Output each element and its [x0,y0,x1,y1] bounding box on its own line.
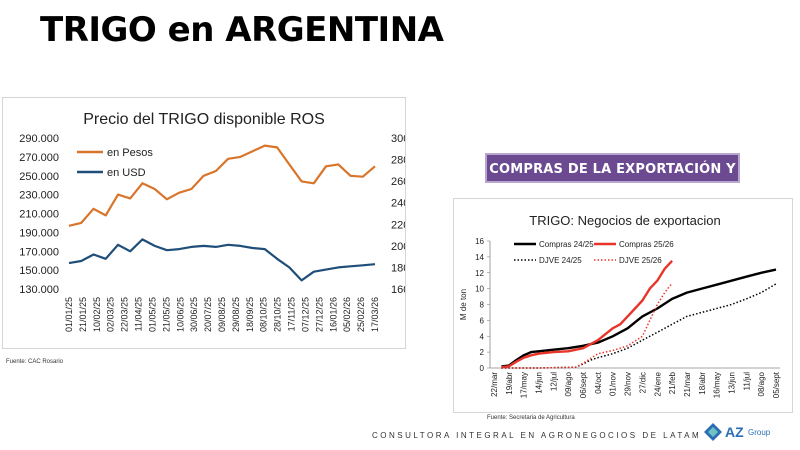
y-left-tick-label: 290.000 [19,133,59,145]
x-tick-label: 21/feb [668,371,677,394]
y-left-tick-label: 210.000 [19,209,59,221]
logo-text: AZ [725,424,744,440]
legend-label: Compras 25/26 [619,240,674,249]
x-tick-label: 09/ago [564,371,573,396]
x-tick-label: 10/02/25 [92,297,102,332]
y-left-tick-label: 230.000 [19,190,59,202]
y-tick-label: 2 [480,348,485,357]
series-line-en-pesos [68,144,376,227]
x-tick-label: 18/09/25 [245,297,255,332]
az-logo-icon [704,423,722,441]
x-tick-label: 16/may [713,372,722,398]
exports-chart-source: Fuente: Secretaria de Agricultura [487,415,575,421]
x-tick-label: 22/mar [490,372,499,397]
price-chart: Precio del TRIGO disponible ROS 290.000 27… [19,111,405,332]
x-tick-label: 11/04/25 [134,297,144,331]
exports-chart-panel: TRIGO: Negocios de exportacion 16 14 12 10 8 6… [453,198,793,413]
y-left-tick-label: 250.000 [19,171,59,183]
x-tick-label: 17/may [520,372,529,398]
x-tick-label: 27/12/25 [314,297,324,332]
price-chart-source: Fuente: CAC Rosario [6,359,64,365]
x-tick-label: 17/03/26 [370,297,380,332]
y-right-tick-label: 260 [391,176,405,188]
y-right-tick-label: 160 [391,284,405,296]
legend-label: en Pesos [107,147,153,159]
x-tick-label: 05/02/26 [342,297,352,332]
legend-label: Compras 24/25 [539,240,594,249]
y-axis-label: M de ton [459,289,468,320]
x-tick-label: 24/ene [653,371,662,396]
series-line-compras-24-25 [501,268,777,368]
footer-text: CONSULTORA INTEGRAL EN AGRONEGOCIOS DE L… [372,431,702,440]
series-line-djve-24-25 [501,283,777,369]
y-left-tick-label: 150.000 [19,265,59,277]
series-line-compras-25-26 [501,259,673,369]
x-tick-label: 01/01/25 [64,297,74,332]
x-tick-label: 11/jul [742,372,751,391]
y-left-tick-label: 190.000 [19,227,59,239]
x-tick-label: 25/02/26 [356,297,366,332]
exports-banner: COMPRAS DE LA EXPORTACIÓN Y DJVE [485,153,740,207]
page-title: TRIGO en ARGENTINA [40,10,444,50]
y-left-tick-label: 170.000 [19,246,59,258]
x-tick-label: 28/10/25 [273,297,283,332]
x-tick-label: 29/nov [624,372,633,396]
y-right-tick-label: 280 [391,155,405,167]
x-tick-label: 01/nov [609,372,618,396]
x-tick-label: 01/05/25 [147,297,157,332]
y-tick-label: 16 [475,237,484,246]
x-tick-label: 22/03/25 [120,297,130,332]
series-line-djve-25-26 [501,282,673,369]
x-tick-label: 02/03/25 [106,297,116,332]
x-tick-label: 07/12/25 [300,297,310,332]
x-tick-label: 13/jun [727,372,736,394]
x-tick-label: 21/mar [683,372,692,397]
y-tick-label: 10 [475,285,484,294]
x-tick-label: 05/sept [772,371,781,398]
x-tick-label: 08/10/25 [259,297,269,332]
x-tick-label: 08/ago [757,371,766,396]
y-tick-label: 0 [480,364,485,373]
x-tick-label: 06/sept [579,371,588,398]
x-tick-label: 16/01/26 [328,297,338,332]
chart-title: TRIGO: Negocios de exportacion [529,213,720,228]
x-tick-label: 19/abr [505,372,514,395]
y-right-tick-label: 180 [391,262,405,274]
exports-chart: TRIGO: Negocios de exportacion 16 14 12 10 8 6… [459,213,781,398]
x-tick-label: 17/11/25 [287,297,297,331]
x-tick-label: 14/jun [535,372,544,394]
y-left-tick-label: 130.000 [19,284,59,296]
x-tick-label: 21/01/25 [78,297,88,332]
x-tick-label: 29/08/25 [231,297,241,332]
x-tick-label: 21/05/25 [161,297,171,332]
y-tick-label: 8 [480,301,485,310]
y-right-tick-label: 300 [391,133,405,145]
x-tick-label: 04/oct [594,371,603,394]
chart-title: Precio del TRIGO disponible ROS [83,111,325,128]
x-tick-label: 30/06/25 [189,297,199,332]
y-right-tick-label: 200 [391,241,405,253]
y-tick-label: 6 [480,316,485,325]
price-chart-panel: Precio del TRIGO disponible ROS 290.000 27… [2,97,406,349]
az-group-logo[interactable]: AZ Group [703,422,793,444]
logo-subtext: Group [748,428,771,437]
y-tick-label: 4 [480,332,485,341]
series-line-en-usd [68,238,376,282]
y-tick-label: 12 [475,269,484,278]
x-tick-label: 20/07/25 [203,297,213,332]
x-tick-label: 27/dic [638,372,647,393]
legend-label: DJVE 24/25 [539,256,582,265]
y-right-tick-label: 220 [391,219,405,231]
x-tick-label: 18/abr [698,372,707,395]
y-left-tick-label: 270.000 [19,152,59,164]
legend-label: en USD [107,167,146,179]
x-tick-label: 09/08/25 [217,297,227,332]
y-right-tick-label: 240 [391,198,405,210]
x-tick-label: 10/06/25 [175,297,185,332]
legend-label: DJVE 25/26 [619,256,662,265]
y-tick-label: 14 [475,253,484,262]
x-tick-label: 12/jul [549,372,558,391]
